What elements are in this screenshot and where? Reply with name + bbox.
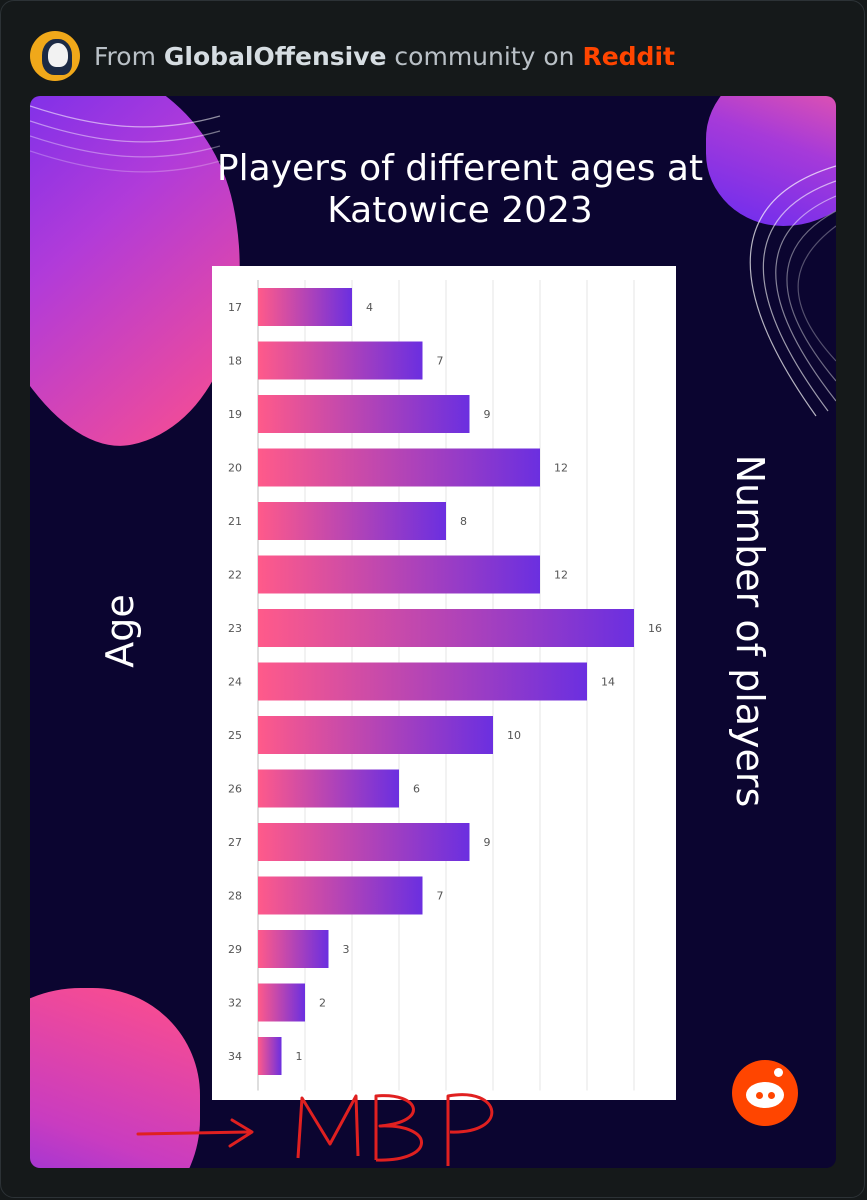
chart-plot-area: 17 4 18 7 19 9 20 12 21 8 22 12 23 16 24 14 25 10 26 6 27 9 28… (212, 266, 676, 1100)
y-tick-label: 17 (228, 301, 242, 314)
y-tick-label: 24 (228, 676, 242, 689)
bar-value-label: 7 (437, 890, 444, 903)
decorative-wave-lines-left (30, 105, 221, 173)
bar-value-label: 7 (437, 355, 444, 368)
community-link[interactable]: GlobalOffensive (163, 41, 387, 71)
bar (258, 662, 587, 701)
decorative-wave-lines-right (749, 165, 836, 417)
community-avatar-icon[interactable] (30, 31, 80, 81)
bar-value-label: 9 (484, 836, 491, 849)
bar (258, 609, 634, 647)
bar (258, 876, 423, 915)
bar-value-label: 10 (507, 729, 521, 742)
bar (258, 1037, 282, 1075)
y-tick-label: 19 (228, 408, 242, 421)
handwritten-annotation (136, 1093, 494, 1166)
bar (258, 555, 540, 594)
bar-value-label: 14 (601, 676, 615, 689)
chart-card: Players of different ages at Katowice 20… (30, 96, 836, 1168)
bar (258, 341, 423, 380)
bar (258, 288, 352, 326)
y-tick-label: 26 (228, 783, 242, 796)
bar (258, 448, 540, 487)
y-tick-label: 18 (228, 355, 242, 368)
source-prefix: From (94, 41, 156, 71)
bar-value-label: 16 (648, 622, 662, 635)
y-tick-label: 21 (228, 515, 242, 528)
y-tick-label: 22 (228, 569, 242, 582)
reddit-snoo-icon (732, 1060, 798, 1126)
bar-value-label: 4 (366, 301, 373, 314)
bar-value-label: 6 (413, 783, 420, 796)
bar (258, 930, 329, 968)
bar (258, 502, 446, 540)
y-tick-label: 25 (228, 729, 242, 742)
y-tick-label: 20 (228, 462, 242, 475)
bar (258, 769, 399, 808)
bar (258, 395, 470, 433)
y-tick-label: 32 (228, 997, 242, 1010)
y-tick-label: 34 (228, 1050, 242, 1063)
bar (258, 983, 305, 1022)
source-middle: community on (394, 41, 575, 71)
site-link[interactable]: Reddit (582, 41, 675, 71)
source-line: From GlobalOffensive community on Reddit (94, 42, 675, 71)
bar-value-label: 2 (319, 997, 326, 1010)
bar-value-label: 12 (554, 569, 568, 582)
bar (258, 823, 470, 861)
y-tick-label: 27 (228, 836, 242, 849)
bar-value-label: 1 (296, 1050, 303, 1063)
bar-value-label: 3 (343, 943, 350, 956)
bar-value-label: 12 (554, 462, 568, 475)
source-header: From GlobalOffensive community on Reddit (30, 30, 675, 82)
bar-value-label: 9 (484, 408, 491, 421)
y-tick-label: 28 (228, 890, 242, 903)
y-tick-label: 29 (228, 943, 242, 956)
chart-title: Players of different ages at Katowice 20… (216, 148, 704, 231)
y-axis-label: Age (98, 594, 142, 668)
bar-value-label: 8 (460, 515, 467, 528)
y-tick-label: 23 (228, 622, 242, 635)
bar (258, 716, 493, 754)
x-axis-label: Number of players (728, 454, 772, 808)
